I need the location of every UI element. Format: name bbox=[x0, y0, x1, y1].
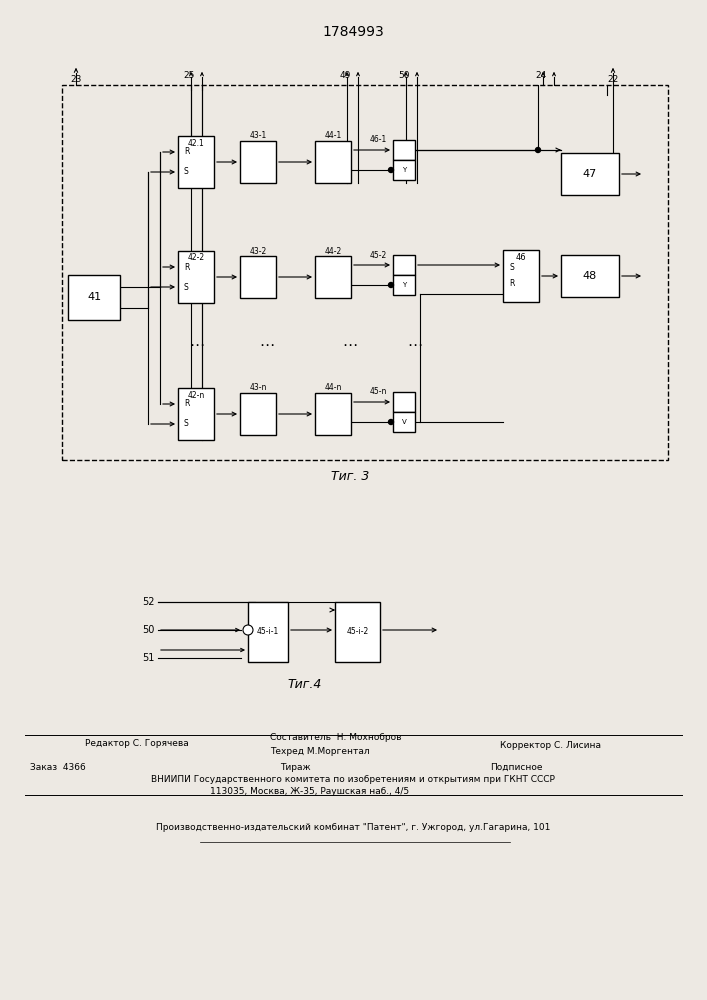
Text: Производственно-издательский комбинат "Патент", г. Ужгород, ул.Гагарина, 101: Производственно-издательский комбинат "П… bbox=[156, 824, 550, 832]
Text: 44-n: 44-n bbox=[325, 383, 341, 392]
Text: Τиг.4: Τиг.4 bbox=[288, 678, 322, 692]
Text: 43-2: 43-2 bbox=[250, 246, 267, 255]
Text: 52: 52 bbox=[143, 597, 155, 607]
Text: ⋯: ⋯ bbox=[342, 338, 358, 353]
Bar bbox=[393, 255, 415, 275]
Text: 23: 23 bbox=[70, 76, 82, 85]
Text: S: S bbox=[184, 167, 189, 176]
Text: Техред М.Моргентал: Техред М.Моргентал bbox=[270, 748, 370, 756]
Bar bbox=[178, 136, 214, 188]
Bar bbox=[240, 393, 276, 435]
Text: 42-2: 42-2 bbox=[187, 253, 204, 262]
Circle shape bbox=[389, 282, 394, 288]
Text: Редактор С. Горячева: Редактор С. Горячева bbox=[85, 740, 189, 748]
Text: Y: Y bbox=[402, 167, 406, 173]
Bar bbox=[178, 251, 214, 303]
Text: 46: 46 bbox=[515, 252, 526, 261]
Text: 45-2: 45-2 bbox=[369, 250, 387, 259]
Text: 44-2: 44-2 bbox=[325, 246, 341, 255]
Text: 22: 22 bbox=[607, 76, 619, 85]
Text: 45-i-1: 45-i-1 bbox=[257, 628, 279, 637]
Circle shape bbox=[243, 625, 253, 635]
Text: 41: 41 bbox=[87, 292, 101, 302]
Bar bbox=[240, 141, 276, 183]
Text: ⋯: ⋯ bbox=[407, 338, 423, 353]
Text: Подписное: Подписное bbox=[490, 762, 542, 772]
Bar bbox=[393, 275, 415, 295]
Text: 48: 48 bbox=[583, 271, 597, 281]
Text: ВНИИПИ Государственного комитета по изобретениям и открытиям при ГКНТ СССР: ВНИИПИ Государственного комитета по изоб… bbox=[151, 776, 555, 784]
Text: ⋯: ⋯ bbox=[259, 338, 274, 353]
Text: 113035, Москва, Ж-35, Раушская наб., 4/5: 113035, Москва, Ж-35, Раушская наб., 4/5 bbox=[211, 788, 409, 796]
Text: 51: 51 bbox=[143, 653, 155, 663]
Bar bbox=[393, 392, 415, 412]
Text: ⋯: ⋯ bbox=[189, 338, 204, 353]
Text: Заказ  4366: Заказ 4366 bbox=[30, 762, 86, 772]
Text: Корректор С. Лисина: Корректор С. Лисина bbox=[500, 740, 601, 750]
Text: 46-1: 46-1 bbox=[369, 135, 387, 144]
Bar bbox=[393, 140, 415, 160]
Text: Τиг. 3: Τиг. 3 bbox=[331, 471, 369, 484]
Text: S: S bbox=[184, 282, 189, 292]
Circle shape bbox=[535, 147, 540, 152]
Text: R: R bbox=[184, 399, 189, 408]
Text: S: S bbox=[509, 263, 514, 272]
Text: 1784993: 1784993 bbox=[322, 25, 384, 39]
Circle shape bbox=[389, 167, 394, 172]
Text: 42-n: 42-n bbox=[187, 390, 204, 399]
Text: 43-1: 43-1 bbox=[250, 131, 267, 140]
Bar bbox=[503, 250, 539, 302]
Bar bbox=[315, 141, 351, 183]
Text: 49: 49 bbox=[339, 70, 351, 80]
Bar bbox=[315, 393, 351, 435]
Bar bbox=[248, 602, 288, 662]
Bar bbox=[62, 85, 668, 460]
Text: 42.1: 42.1 bbox=[187, 138, 204, 147]
Text: R: R bbox=[184, 262, 189, 271]
Circle shape bbox=[389, 420, 394, 424]
Bar bbox=[178, 388, 214, 440]
Text: 50: 50 bbox=[398, 70, 410, 80]
Text: 43-n: 43-n bbox=[250, 383, 267, 392]
Text: S: S bbox=[184, 420, 189, 428]
Bar bbox=[335, 602, 380, 662]
Bar bbox=[393, 160, 415, 180]
Text: R: R bbox=[184, 147, 189, 156]
Text: 45-i-2: 45-i-2 bbox=[346, 628, 368, 637]
Text: V: V bbox=[402, 419, 407, 425]
Text: 25: 25 bbox=[183, 70, 194, 80]
Bar bbox=[561, 153, 619, 195]
Text: 47: 47 bbox=[583, 169, 597, 179]
Bar bbox=[240, 256, 276, 298]
Text: 24: 24 bbox=[535, 70, 547, 80]
Text: Тираж: Тираж bbox=[280, 762, 310, 772]
Bar bbox=[561, 255, 619, 297]
Text: 50: 50 bbox=[143, 625, 155, 635]
Text: Y: Y bbox=[402, 282, 406, 288]
Bar bbox=[315, 256, 351, 298]
Text: 44-1: 44-1 bbox=[325, 131, 341, 140]
Text: R: R bbox=[509, 279, 515, 288]
Text: Составитель  Н. Мохнобров: Составитель Н. Мохнобров bbox=[270, 734, 402, 742]
Text: 45-n: 45-n bbox=[369, 387, 387, 396]
Bar bbox=[68, 275, 120, 320]
Bar bbox=[393, 412, 415, 432]
